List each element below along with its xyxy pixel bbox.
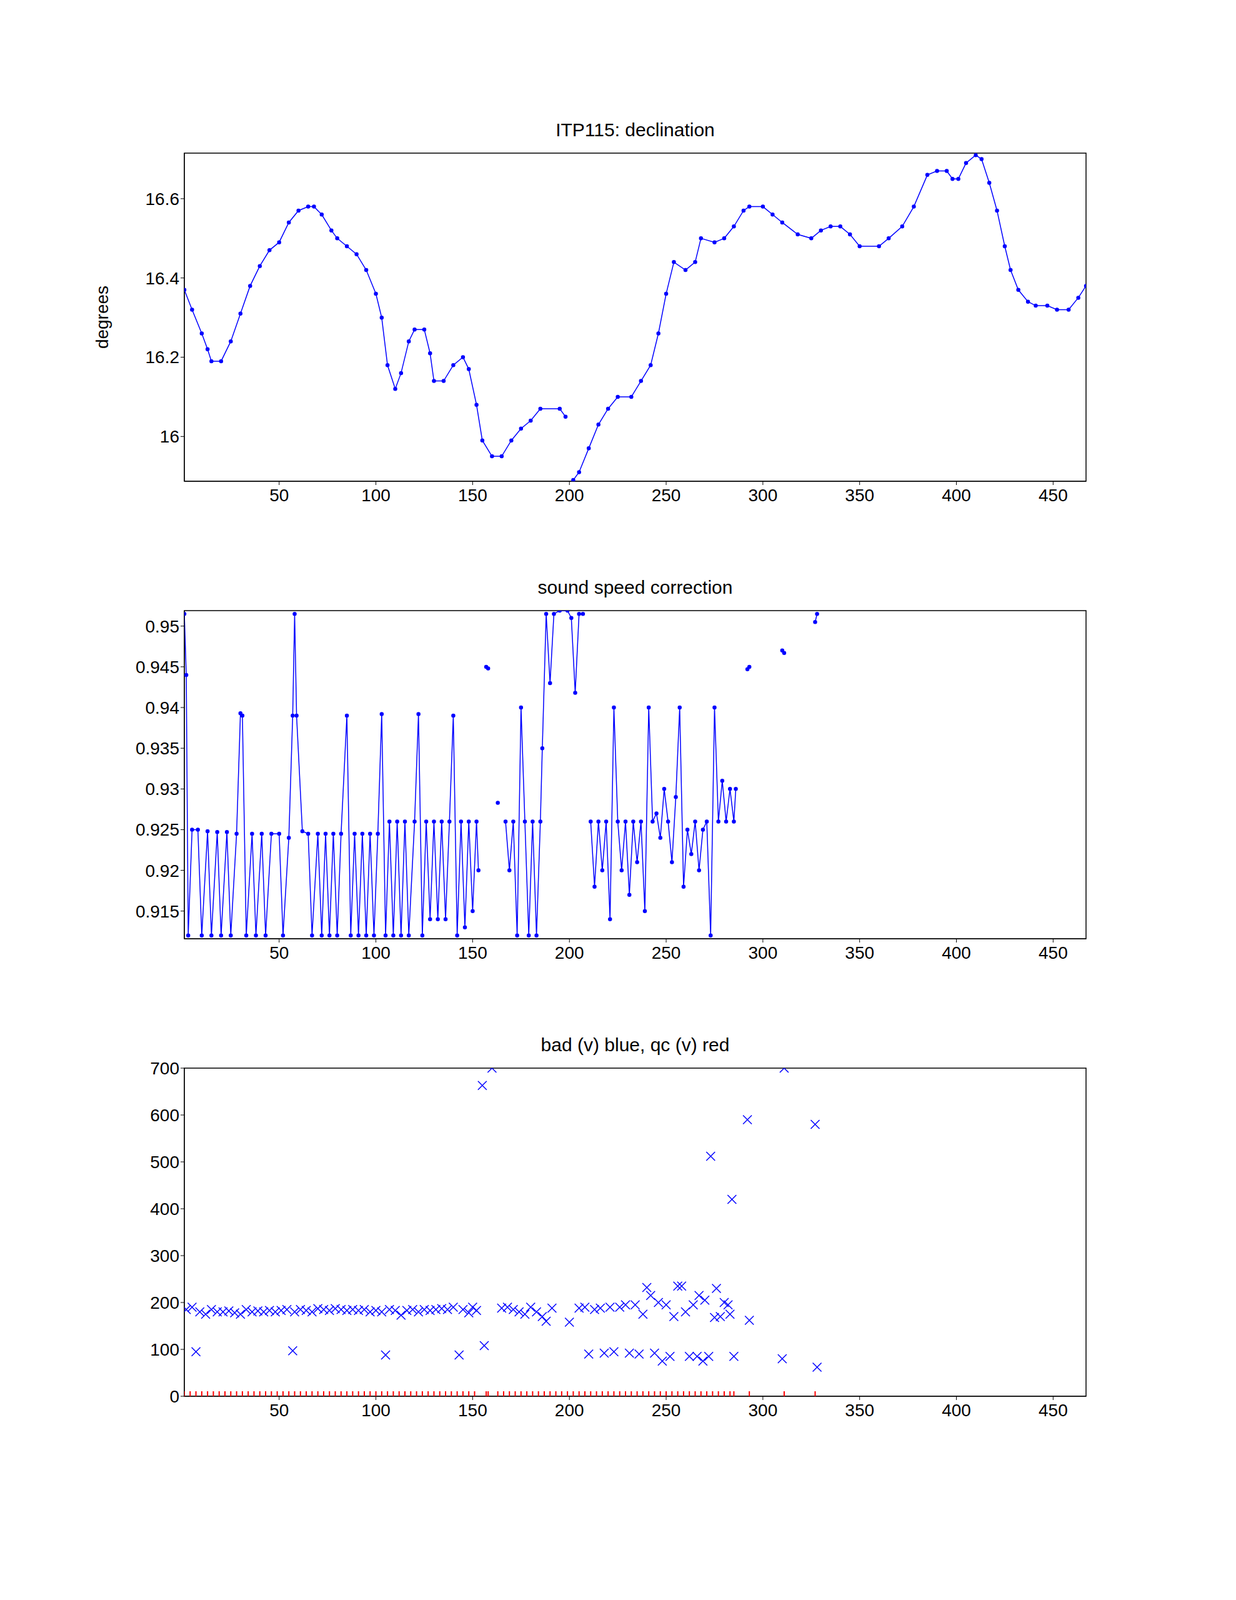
svg-text:200: 200: [149, 1292, 180, 1313]
svg-text:450: 450: [1038, 942, 1068, 963]
svg-text:degrees: degrees: [92, 285, 112, 349]
svg-text:50: 50: [269, 485, 289, 505]
svg-text:250: 250: [651, 942, 682, 963]
svg-text:0.925: 0.925: [135, 819, 180, 840]
svg-text:400: 400: [941, 485, 972, 505]
svg-text:0.915: 0.915: [135, 901, 180, 922]
svg-text:16.2: 16.2: [145, 347, 180, 367]
svg-text:700: 700: [149, 1058, 180, 1078]
svg-text:16.4: 16.4: [145, 268, 180, 289]
svg-text:0.93: 0.93: [145, 779, 180, 799]
svg-text:500: 500: [149, 1152, 180, 1172]
svg-text:50: 50: [269, 942, 289, 963]
html-text:sound speed correction: sound speed correction: [537, 576, 733, 598]
svg-text:400: 400: [941, 1400, 972, 1420]
svg-text:16: 16: [159, 426, 180, 447]
svg-text:0: 0: [169, 1386, 180, 1406]
svg-text:150: 150: [458, 1400, 488, 1420]
svg-text:100: 100: [361, 942, 391, 963]
svg-text:200: 200: [554, 1400, 585, 1420]
svg-text:50: 50: [269, 1400, 289, 1420]
svg-text:350: 350: [844, 942, 875, 963]
html-text:bad (v) blue, qc (v) red: bad (v) blue, qc (v) red: [540, 1034, 730, 1055]
svg-text:100: 100: [149, 1339, 180, 1360]
svg-text:150: 150: [458, 942, 488, 963]
svg-text:300: 300: [748, 1400, 778, 1420]
svg-text:300: 300: [748, 485, 778, 505]
svg-text:400: 400: [149, 1199, 180, 1219]
svg-text:0.95: 0.95: [145, 616, 180, 637]
svg-text:0.92: 0.92: [145, 861, 180, 881]
svg-text:200: 200: [554, 942, 585, 963]
svg-text:0.94: 0.94: [145, 697, 180, 718]
svg-text:0.945: 0.945: [135, 657, 180, 677]
svg-text:200: 200: [554, 485, 585, 505]
svg-text:100: 100: [361, 485, 391, 505]
svg-text:250: 250: [651, 1400, 682, 1420]
svg-text:600: 600: [149, 1105, 180, 1125]
svg-text:300: 300: [748, 942, 778, 963]
svg-text:450: 450: [1038, 485, 1068, 505]
svg-text:100: 100: [361, 1400, 391, 1420]
svg-text:16.6: 16.6: [145, 189, 180, 209]
svg-text:450: 450: [1038, 1400, 1068, 1420]
svg-text:300: 300: [149, 1245, 180, 1266]
html-text:ITP115: declination: ITP115: declination: [555, 119, 715, 140]
svg-text:350: 350: [844, 1400, 875, 1420]
svg-text:350: 350: [844, 485, 875, 505]
svg-text:150: 150: [458, 485, 488, 505]
svg-text:400: 400: [941, 942, 972, 963]
svg-text:250: 250: [651, 485, 682, 505]
svg-text:0.935: 0.935: [135, 738, 180, 758]
